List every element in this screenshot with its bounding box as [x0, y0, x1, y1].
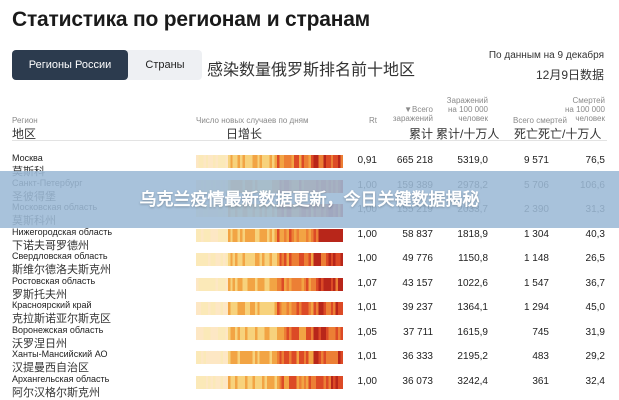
- deaths-per-100k-value: 76,5: [585, 155, 605, 166]
- deaths-value: 1 294: [523, 302, 549, 313]
- column-header-daily-ru: Число новых случаев по дням: [196, 116, 309, 125]
- region-name-ru: Свердловская область: [12, 251, 108, 261]
- header-divider: [12, 140, 607, 141]
- rt-value: 1,07: [357, 277, 377, 289]
- cases-per-100k-value: 5319,0: [457, 155, 488, 166]
- deaths-per-100k-value: 29,2: [585, 351, 605, 362]
- daily-cases-heatstrip: [196, 228, 343, 242]
- deaths-value: 1 148: [523, 253, 549, 264]
- rt-value: 1,01: [357, 351, 377, 362]
- daily-cases-heatstrip: [196, 302, 343, 315]
- region-country-tabs: Регионы России Страны: [12, 50, 202, 80]
- region-name-cn: 斯维尔德洛夫斯克州: [12, 264, 111, 276]
- rt-value: 1,01: [357, 302, 377, 313]
- data-date-russian: По данным на 9 декабря: [488, 50, 604, 61]
- deaths-value: 1 304: [523, 228, 549, 240]
- overlay-banner: 乌克兰疫情最新数据更新，今日关键数据揭秘: [0, 171, 619, 228]
- rt-value: 1,00: [357, 253, 377, 264]
- cases-per-100k-value: 1364,1: [457, 302, 488, 313]
- rt-value: 0,91: [357, 155, 377, 166]
- deaths-per-100k-value: 45,0: [585, 302, 605, 313]
- deaths-per-100k-value: 32,4: [585, 375, 605, 387]
- daily-cases-heatstrip: [196, 375, 343, 389]
- cases-per-100k-value: 1150,8: [458, 253, 488, 264]
- cases-per-100k-value: 2195,2: [457, 351, 488, 362]
- deaths-per-100k-value: 36,7: [585, 277, 605, 289]
- daily-cases-heatstrip: [196, 277, 343, 291]
- table-row[interactable]: Красноярский край 克拉斯诺亚尔斯克区 1,01 39 237 1364…: [0, 300, 619, 325]
- total-cases-value: 43 157: [402, 277, 433, 289]
- total-cases-value: 36 333: [402, 351, 433, 362]
- total-cases-value: 58 837: [402, 228, 433, 240]
- chinese-subtitle: 感染数量俄罗斯排名前十地区: [207, 62, 416, 79]
- rt-value: 1,00: [357, 375, 377, 387]
- daily-cases-heatstrip: [196, 326, 343, 340]
- rt-value: 1,05: [357, 326, 377, 338]
- total-cases-value: 36 073: [402, 375, 433, 387]
- total-cases-value: 37 711: [403, 326, 433, 338]
- data-date-chinese: 12月9日数据: [535, 68, 604, 82]
- table-row[interactable]: Нижегородская область 下诺夫哥罗德州 1,00 58 837 18…: [0, 227, 619, 252]
- daily-cases-heatstrip: [196, 351, 343, 364]
- region-name-ru: Воронежская область: [12, 324, 104, 335]
- column-header-deaths-per100k-cn: 死亡/十万人: [538, 127, 602, 141]
- column-header-per100k-cn: 累计/十万人: [436, 127, 500, 141]
- deaths-per-100k-value: 40,3: [585, 228, 605, 240]
- region-name-cn: 汉提曼西自治区: [12, 362, 89, 374]
- cases-per-100k-value: 1818,9: [457, 228, 488, 240]
- column-header-total-ru[interactable]: ▼Всего заражений: [392, 105, 433, 123]
- total-cases-value: 39 237: [402, 302, 433, 313]
- table-row[interactable]: Ханты-Мансийский АО 汉提曼西自治区 1,01 36 333 2195…: [0, 349, 619, 374]
- total-cases-value: 49 776: [402, 253, 433, 264]
- region-name-cn: 下诺夫哥罗德州: [12, 239, 89, 252]
- region-name-ru: Красноярский край: [12, 300, 92, 310]
- total-cases-value: 665 218: [396, 155, 433, 166]
- column-header-rt[interactable]: Rt: [369, 116, 377, 125]
- deaths-value: 483: [532, 351, 549, 362]
- overlay-banner-text: 乌克兰疫情最新数据更新，今日关键数据揭秘: [139, 190, 480, 209]
- tab-countries[interactable]: Страны: [145, 59, 185, 71]
- table-row[interactable]: Воронежская область 沃罗涅日州 1,05 37 711 1615,9…: [0, 325, 619, 350]
- cases-per-100k-value: 1022,6: [457, 277, 488, 289]
- column-header-deaths-cn: 死亡: [514, 127, 539, 141]
- region-name-ru: Ханты-Мансийский АО: [12, 349, 108, 359]
- deaths-value: 9 571: [523, 155, 549, 166]
- daily-cases-heatstrip: [196, 155, 343, 168]
- deaths-value: 1 547: [523, 277, 549, 289]
- column-header-total-cn: 累计: [408, 127, 433, 141]
- region-name-ru: Москва: [12, 153, 43, 163]
- column-header-daily-cn: 日增长: [226, 127, 263, 141]
- cases-per-100k-value: 3242,4: [457, 375, 488, 387]
- table-row[interactable]: Архангельская область 阿尔汉格尔斯克州 1,00 36 073 3…: [0, 374, 619, 399]
- region-name-cn: 克拉斯诺亚尔斯克区: [12, 313, 111, 325]
- column-header-region-ru: Регион: [12, 116, 38, 125]
- column-header-deaths-ru[interactable]: Всего смертей: [513, 116, 567, 125]
- column-header-region-cn: 地区: [12, 127, 37, 141]
- deaths-value: 745: [532, 326, 549, 338]
- rt-value: 1,00: [357, 228, 377, 240]
- region-name-ru: Архангельская область: [12, 373, 110, 384]
- region-name-cn: 罗斯托夫州: [12, 288, 67, 301]
- page-title: Статистика по регионам и странам: [12, 8, 371, 31]
- region-name-ru: Нижегородская область: [12, 226, 113, 237]
- deaths-per-100k-value: 26,5: [585, 253, 605, 264]
- column-header-per100k-ru[interactable]: Заражений на 100 000 человек: [446, 96, 488, 123]
- deaths-per-100k-value: 31,9: [585, 326, 605, 338]
- column-header-deaths-per100k-ru[interactable]: Смертей на 100 000 человек: [564, 96, 605, 123]
- table-row[interactable]: Ростовская область 罗斯托夫州 1,07 43 157 1022,6 1…: [0, 276, 619, 301]
- region-name-ru: Ростовская область: [12, 275, 96, 286]
- tab-russian-regions[interactable]: Регионы России: [12, 50, 128, 80]
- cases-per-100k-value: 1615,9: [457, 326, 488, 338]
- daily-cases-heatstrip: [196, 253, 343, 266]
- region-name-cn: 阿尔汉格尔斯克州: [12, 386, 100, 399]
- region-name-cn: 沃罗涅日州: [12, 337, 67, 350]
- table-row[interactable]: Свердловская область 斯维尔德洛夫斯克州 1,00 49 776 1…: [0, 251, 619, 276]
- deaths-value: 361: [532, 375, 549, 387]
